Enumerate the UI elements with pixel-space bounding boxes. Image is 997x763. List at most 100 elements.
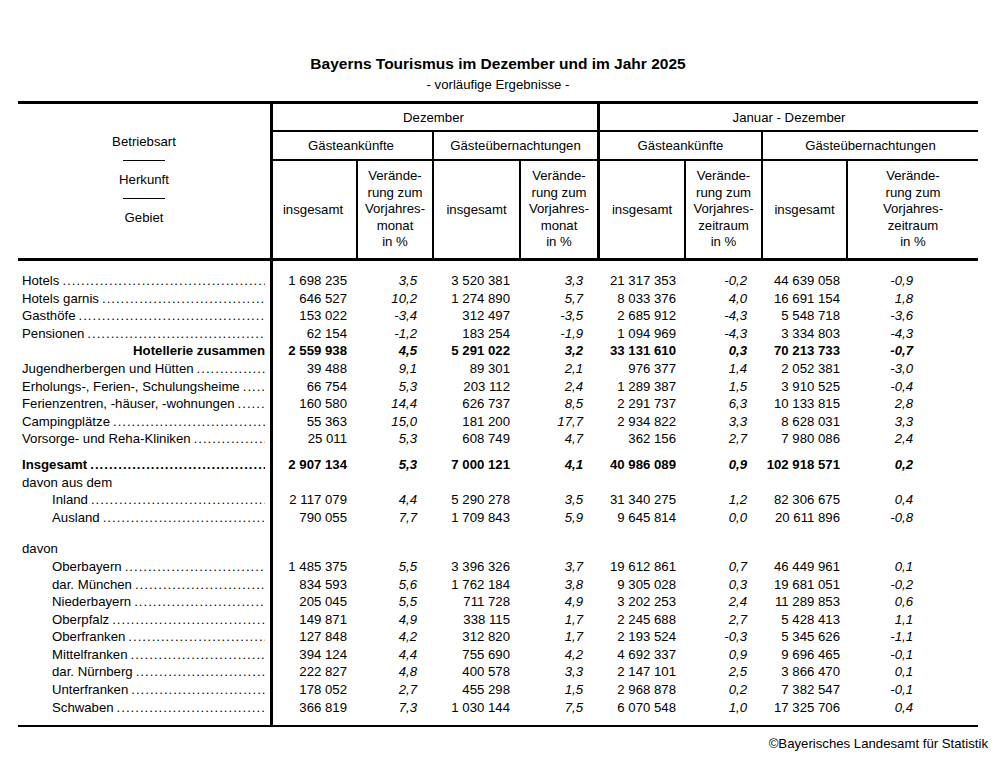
insgesamt-value: 7 000 121 xyxy=(432,456,519,474)
change-percent-value: 10,2 xyxy=(356,290,432,308)
insgesamt-value: 40 986 089 xyxy=(597,456,684,474)
change-percent-value: 3,2 xyxy=(519,342,597,360)
change-percent-value: 1,5 xyxy=(519,681,597,699)
change-percent-value: 15,0 xyxy=(356,413,432,431)
insgesamt-value: 55 363 xyxy=(270,413,356,431)
row-label: Campingplätze xyxy=(18,413,270,431)
insgesamt-value: 46 449 961 xyxy=(761,558,846,576)
change-percent-value: 0,3 xyxy=(684,342,761,360)
change-percent-value: 17,7 xyxy=(519,413,597,431)
change-percent-value: 1,4 xyxy=(684,360,761,378)
row-label: dar. Nürnberg xyxy=(18,663,270,681)
change-percent-value: 2,4 xyxy=(846,430,978,448)
insgesamt-value: 21 317 353 xyxy=(597,272,684,290)
insgesamt-value: 2 559 938 xyxy=(270,342,356,360)
row-label: Erholungs-, Ferien-, Schulungsheime xyxy=(18,378,270,396)
insgesamt-value: 183 254 xyxy=(432,325,519,343)
table-row: Erholungs-, Ferien-, Schulungsheime66 75… xyxy=(18,378,978,396)
insgesamt-value: 8 033 376 xyxy=(597,290,684,308)
insgesamt-value: 2 193 524 xyxy=(597,628,684,646)
change-percent-value: -0,3 xyxy=(684,628,761,646)
insgesamt-value: 2 968 878 xyxy=(597,681,684,699)
insgesamt-value: 7 382 547 xyxy=(761,681,846,699)
insgesamt-value: 1 289 387 xyxy=(597,378,684,396)
change-percent-value: -0,1 xyxy=(846,681,978,699)
row-label: Hotels garnis xyxy=(18,290,270,308)
change-percent-value: 4,9 xyxy=(356,611,432,629)
row-label: Insgesamt xyxy=(18,456,270,474)
dot-leader xyxy=(197,360,265,378)
subheader-jd-gaesteankuenfte: Gästeankünfte xyxy=(597,132,761,161)
insgesamt-value: 31 340 275 xyxy=(597,491,684,509)
change-percent-value: 2,4 xyxy=(684,593,761,611)
row-label: davon xyxy=(18,540,270,558)
row-label: Schwaben xyxy=(18,699,270,717)
change-percent-value: 3,3 xyxy=(519,663,597,681)
table-row: dar. München834 5935,61 762 1843,89 305 … xyxy=(18,576,978,594)
change-percent-value: 4,2 xyxy=(356,628,432,646)
change-percent-value: 1,2 xyxy=(684,491,761,509)
dot-leader xyxy=(134,593,265,611)
dot-leader xyxy=(131,646,266,664)
stub-label-gebiet: Gebiet xyxy=(125,210,164,225)
table-row: Mittelfranken394 1244,4755 6904,24 692 3… xyxy=(18,646,978,664)
change-percent-value: 1,5 xyxy=(684,378,761,396)
change-percent-value: 9,1 xyxy=(356,360,432,378)
table-row: Ferienzentren, -häuser, -wohnungen160 58… xyxy=(18,395,978,413)
change-percent-value: 7,7 xyxy=(356,509,432,527)
colheader-dez-gu-insgesamt: insgesamt xyxy=(432,161,519,258)
change-percent-value: 0,9 xyxy=(684,646,761,664)
change-percent-value: 2,7 xyxy=(684,430,761,448)
insgesamt-value: 1 698 235 xyxy=(270,272,356,290)
insgesamt-value: 626 737 xyxy=(432,395,519,413)
change-percent-value: -0,4 xyxy=(846,378,978,396)
row-label: Jugendherbergen und Hütten xyxy=(18,360,270,378)
insgesamt-value: 127 848 xyxy=(270,628,356,646)
row-label: Oberfranken xyxy=(18,628,270,646)
table-row: Jugendherbergen und Hütten39 4889,189 30… xyxy=(18,360,978,378)
insgesamt-value: 790 055 xyxy=(270,509,356,527)
change-percent-value: -0,8 xyxy=(846,509,978,527)
table-row: Hotels1 698 2353,53 520 3813,321 317 353… xyxy=(18,272,978,290)
insgesamt-value: 394 124 xyxy=(270,646,356,664)
row-label: Ferienzentren, -häuser, -wohnungen xyxy=(18,395,270,413)
insgesamt-value: 455 298 xyxy=(432,681,519,699)
table-row: davon aus dem xyxy=(18,474,978,492)
change-percent-value: 2,8 xyxy=(846,395,978,413)
colheader-dez-ga-veraenderung: Verände- rung zum Vorjahres- monat in % xyxy=(356,161,432,258)
change-percent-value: 0,2 xyxy=(846,456,978,474)
row-label: Mittelfranken xyxy=(18,646,270,664)
insgesamt-value: 11 289 853 xyxy=(761,593,846,611)
stub-divider-rule xyxy=(123,198,165,199)
insgesamt-value: 2 245 688 xyxy=(597,611,684,629)
change-percent-value: -4,3 xyxy=(846,325,978,343)
insgesamt-value: 1 274 890 xyxy=(432,290,519,308)
insgesamt-value: 39 488 xyxy=(270,360,356,378)
change-percent-value: 4,4 xyxy=(356,646,432,664)
insgesamt-value: 9 696 465 xyxy=(761,646,846,664)
row-label: Oberbayern xyxy=(18,558,270,576)
insgesamt-value: 3 202 253 xyxy=(597,593,684,611)
change-percent-value: 5,3 xyxy=(356,430,432,448)
stub-column-divider xyxy=(270,101,273,725)
insgesamt-value: 82 306 675 xyxy=(761,491,846,509)
stub-label-herkunft: Herkunft xyxy=(119,172,169,187)
dot-leader xyxy=(113,413,265,431)
dot-leader xyxy=(136,663,265,681)
change-percent-value: 5,9 xyxy=(519,509,597,527)
copyright-note: ©Bayerisches Landesamt für Statistik xyxy=(0,736,988,751)
colheader-dez-ga-insgesamt: insgesamt xyxy=(270,161,356,258)
report-subtitle: - vorläufige Ergebnisse - xyxy=(18,77,978,92)
subheader-dez-gaesteankuenfte: Gästeankünfte xyxy=(270,132,432,161)
change-percent-value: 6,3 xyxy=(684,395,761,413)
table-row: davon xyxy=(18,540,978,558)
stub-label-betriebsart: Betriebsart xyxy=(112,134,176,149)
table-row: Pensionen62 154-1,2183 254-1,91 094 969-… xyxy=(18,325,978,343)
dot-leader xyxy=(128,628,265,646)
change-percent-value: 4,2 xyxy=(519,646,597,664)
row-label: Oberpfalz xyxy=(18,611,270,629)
change-percent-value: -3,5 xyxy=(519,307,597,325)
insgesamt-value: 3 520 381 xyxy=(432,272,519,290)
change-percent-value: 3,7 xyxy=(519,558,597,576)
dot-leader xyxy=(90,456,265,474)
